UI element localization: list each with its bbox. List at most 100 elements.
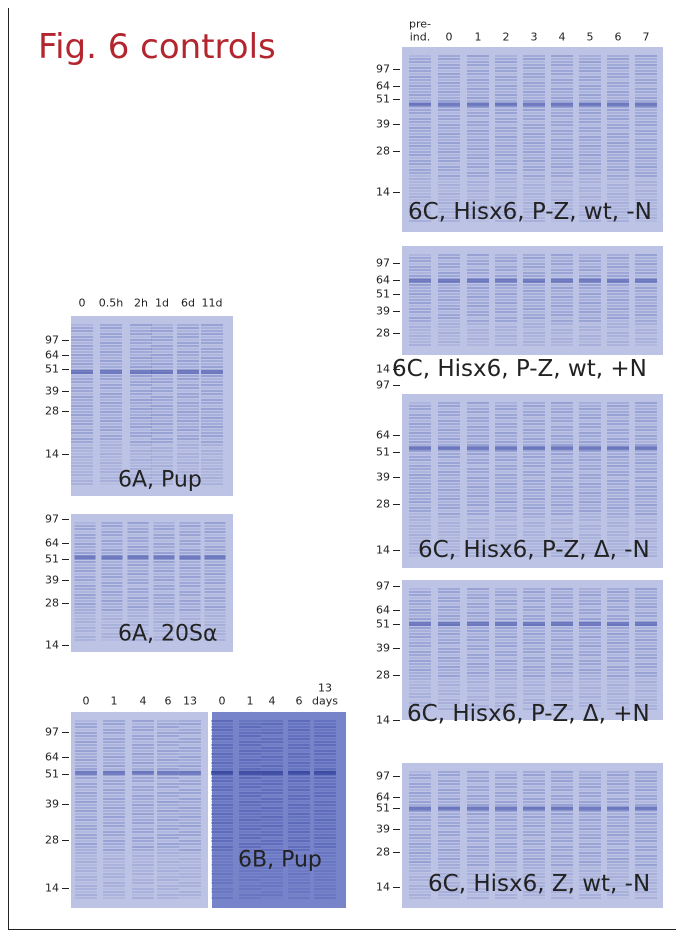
gel-area — [438, 417, 460, 419]
gel-area — [467, 795, 489, 797]
gel-area — [177, 429, 199, 431]
gel-area — [261, 732, 283, 734]
gel-area — [551, 163, 573, 165]
gel-area — [495, 633, 517, 635]
gel-area — [103, 783, 125, 785]
gel-area — [551, 834, 573, 836]
gel-area — [132, 729, 154, 731]
gel-area — [438, 783, 460, 785]
gel-area — [157, 837, 179, 839]
gel-area — [211, 816, 233, 818]
gel-area — [495, 789, 517, 791]
gel-area — [635, 260, 657, 262]
gel-area — [467, 855, 489, 857]
gel-area — [409, 687, 431, 689]
gel-area — [211, 738, 233, 740]
gel-area — [551, 196, 573, 198]
gel-area — [551, 320, 573, 322]
gel-area — [495, 459, 517, 461]
gel-area — [607, 190, 629, 192]
gel-area — [438, 299, 460, 301]
gel-area — [438, 615, 460, 617]
gel-area — [130, 384, 152, 386]
gel-area — [635, 630, 657, 632]
gel-area — [314, 828, 336, 830]
gel-area — [579, 266, 601, 268]
gel-area — [467, 423, 489, 425]
gel-area — [551, 426, 573, 428]
gel-area — [579, 311, 601, 313]
gel-area — [467, 79, 489, 81]
gel-area — [635, 344, 657, 346]
gel-area — [523, 816, 545, 818]
gel-area — [75, 747, 97, 749]
gel-area — [179, 762, 201, 764]
gel-area — [523, 257, 545, 259]
gel-area — [607, 263, 629, 265]
gel-area — [261, 765, 283, 767]
gel-area — [75, 801, 97, 803]
gel-area — [551, 609, 573, 611]
gel-area — [239, 888, 261, 890]
marker-tick — [62, 411, 69, 412]
gel-area — [467, 411, 489, 413]
gel-area — [100, 393, 122, 395]
gel-area — [495, 681, 517, 683]
gel-area — [467, 326, 489, 328]
gel-area — [132, 738, 154, 740]
gel-area — [288, 825, 310, 827]
gel-area — [635, 468, 657, 470]
gel-area — [438, 468, 460, 470]
gel-area — [495, 163, 517, 165]
gel-area — [153, 570, 174, 572]
gel-area — [495, 305, 517, 307]
gel-area — [551, 630, 573, 632]
gel-area — [607, 61, 629, 63]
gel-area — [157, 858, 179, 860]
gel-area — [635, 115, 657, 117]
gel-area — [438, 480, 460, 482]
gel-area — [579, 771, 601, 773]
gel-area — [495, 474, 517, 476]
gel-area — [179, 570, 200, 572]
gel-area — [314, 816, 336, 818]
gel-area — [153, 552, 174, 554]
gel-area — [438, 525, 460, 527]
gel-area — [177, 360, 199, 362]
gel-area — [74, 633, 95, 635]
gel-area — [288, 798, 310, 800]
gel-area — [551, 840, 573, 842]
gel-area — [523, 196, 545, 198]
gel-area — [523, 849, 545, 851]
gel-area — [127, 525, 148, 527]
gel-area — [438, 777, 460, 779]
gel-area — [551, 326, 573, 328]
gel-area — [467, 534, 489, 536]
gel-area — [127, 549, 148, 551]
gel-area — [409, 446, 431, 450]
gel-area — [495, 795, 517, 797]
gel-area — [74, 588, 95, 590]
gel-area — [607, 612, 629, 614]
gel-area — [551, 314, 573, 316]
gel-area — [467, 335, 489, 337]
gel-area — [132, 882, 154, 884]
gel-area — [177, 396, 199, 398]
gel-area — [179, 828, 201, 830]
gel-area — [495, 630, 517, 632]
gel-area — [467, 684, 489, 686]
gel-area — [239, 744, 261, 746]
gel-area — [551, 465, 573, 467]
gel-area — [409, 834, 431, 836]
panel-label: 6C, Hisx6, P-Z, Δ, +N — [407, 701, 650, 727]
gel-area — [409, 522, 431, 524]
gel-area — [71, 342, 93, 344]
gel-area — [314, 843, 336, 845]
gel-area — [261, 783, 283, 785]
gel-area — [635, 606, 657, 608]
gel-area — [201, 339, 223, 341]
gel-area — [201, 423, 223, 425]
gel-area — [179, 855, 201, 857]
gel-area — [151, 351, 173, 353]
gel-area — [201, 360, 223, 362]
